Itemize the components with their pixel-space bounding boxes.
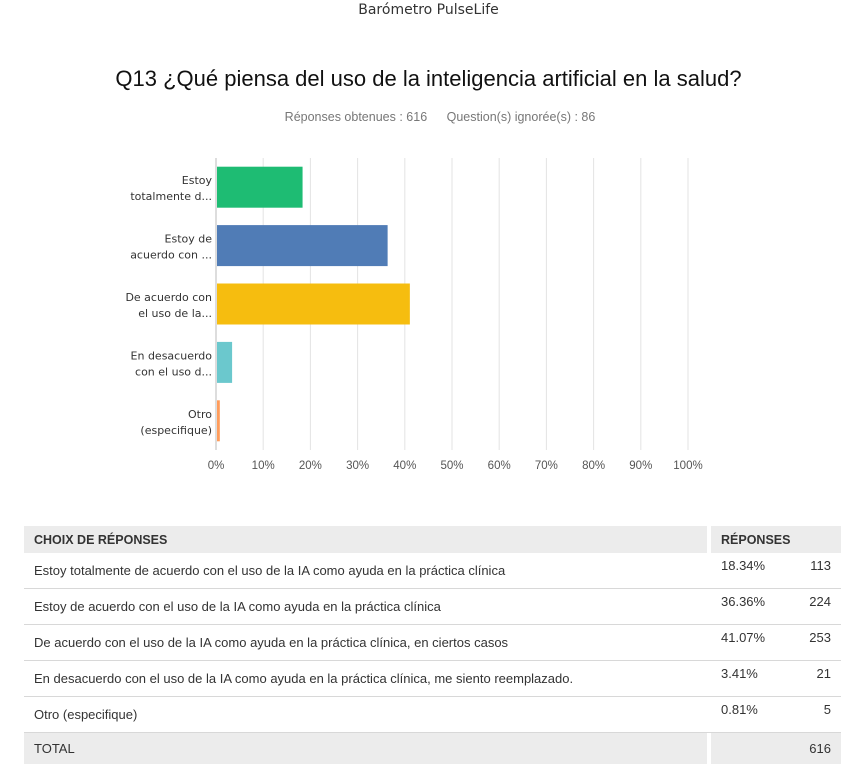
response-percent: 36.36% xyxy=(711,589,791,625)
table-row: Estoy de acuerdo con el uso de la IA com… xyxy=(24,589,841,625)
results-table: CHOIX DE RÉPONSES RÉPONSES Estoy totalme… xyxy=(24,526,841,764)
table-header-row: CHOIX DE RÉPONSES RÉPONSES xyxy=(24,526,841,553)
x-tick-label: 0% xyxy=(208,460,225,472)
response-count: 113 xyxy=(791,553,841,589)
choice-label: De acuerdo con el uso de la IA como ayud… xyxy=(24,625,707,661)
bar-chart: Estoy totalmente d... Estoy de acuerdo con … xyxy=(0,0,857,490)
category-label: totalmente d... xyxy=(130,190,212,203)
bar xyxy=(217,167,303,208)
choice-label: Otro (especifique) xyxy=(24,697,707,733)
x-tick-label: 20% xyxy=(299,460,322,472)
category-label: con el uso d... xyxy=(135,365,212,378)
responses-header: RÉPONSES xyxy=(711,526,841,553)
bar xyxy=(217,284,410,325)
bar xyxy=(217,342,232,383)
x-tick-label: 70% xyxy=(535,460,558,472)
bar xyxy=(217,225,388,266)
x-tick-label: 40% xyxy=(393,460,416,472)
x-tick-label: 90% xyxy=(629,460,652,472)
category-label: En desacuerdo xyxy=(131,349,213,362)
category-label: De acuerdo con xyxy=(125,291,212,304)
response-count: 224 xyxy=(791,589,841,625)
total-label: TOTAL xyxy=(24,733,707,764)
total-count: 616 xyxy=(791,733,841,764)
response-percent: 41.07% xyxy=(711,625,791,661)
table-row: Estoy totalmente de acuerdo con el uso d… xyxy=(24,553,841,589)
response-count: 21 xyxy=(791,661,841,697)
category-label: Estoy xyxy=(182,174,213,187)
category-label: Otro xyxy=(188,408,212,421)
total-row: TOTAL 616 xyxy=(24,733,841,764)
response-percent: 3.41% xyxy=(711,661,791,697)
choice-label: Estoy de acuerdo con el uso de la IA com… xyxy=(24,589,707,625)
x-tick-label: 100% xyxy=(673,460,702,472)
chart-x-ticks: 0% 10% 20% 30% 40% 50% 60% 70% 80% 90% 100% xyxy=(208,460,703,472)
x-tick-label: 50% xyxy=(440,460,463,472)
response-percent: 18.34% xyxy=(711,553,791,589)
table-row: En desacuerdo con el uso de la IA como a… xyxy=(24,661,841,697)
response-count: 5 xyxy=(791,697,841,733)
choice-label: Estoy totalmente de acuerdo con el uso d… xyxy=(24,553,707,589)
category-label: Estoy de xyxy=(165,233,213,246)
x-tick-label: 30% xyxy=(346,460,369,472)
choice-header: CHOIX DE RÉPONSES xyxy=(24,526,707,553)
table-row: Otro (especifique)0.81%5 xyxy=(24,697,841,733)
table-row: De acuerdo con el uso de la IA como ayud… xyxy=(24,625,841,661)
response-percent: 0.81% xyxy=(711,697,791,733)
chart-bars xyxy=(217,167,410,442)
bar xyxy=(217,400,220,441)
category-label: (especifique) xyxy=(140,424,212,437)
x-tick-label: 10% xyxy=(252,460,275,472)
category-label: el uso de la... xyxy=(138,307,212,320)
chart-category-labels: Estoy totalmente d... Estoy de acuerdo con … xyxy=(125,174,212,437)
response-count: 253 xyxy=(791,625,841,661)
x-tick-label: 80% xyxy=(582,460,605,472)
choice-label: En desacuerdo con el uso de la IA como a… xyxy=(24,661,707,697)
x-tick-label: 60% xyxy=(488,460,511,472)
category-label: acuerdo con ... xyxy=(130,249,212,262)
